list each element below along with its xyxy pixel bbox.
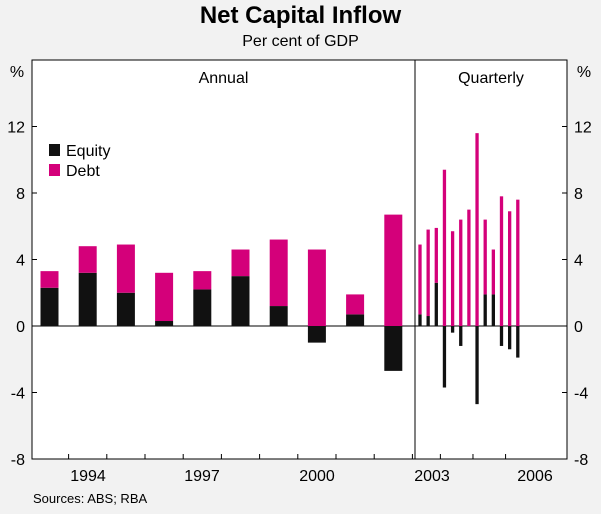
quarterly-equity-bar-3 (442, 326, 447, 388)
legend-label-debt: Debt (66, 163, 100, 180)
quarterly-equity-bar-8 (483, 294, 487, 326)
quarterly-debt-bar-12 (516, 199, 520, 326)
annual-debt-bar-4 (193, 271, 212, 290)
y-tick-label-right--8: -8 (574, 452, 588, 469)
quarterly-equity-bar-9 (491, 294, 495, 326)
panel-label-annual: Annual (199, 70, 249, 87)
y-tick-label-left-4: 4 (16, 253, 25, 270)
annual-equity-bar-9 (384, 326, 403, 371)
y-axis-unit-right: % (577, 64, 591, 81)
annual-debt-bar-3 (155, 272, 174, 322)
annual-equity-bar-5 (231, 276, 250, 326)
quarterly-debt-bar-0 (418, 244, 422, 315)
quarterly-equity-bar-4 (450, 326, 455, 333)
y-axis-unit-left: % (10, 64, 24, 81)
y-tick-label-left-0: 0 (16, 319, 25, 336)
quarterly-equity-bar-0 (418, 314, 422, 326)
annual-equity-bar-1 (78, 272, 97, 326)
x-tick-label-2006: 2006 (517, 468, 553, 485)
chart-subtitle: Per cent of GDP (242, 33, 359, 50)
annual-debt-bar-1 (78, 246, 97, 273)
y-tick-label-right-12: 12 (574, 120, 592, 137)
annual-equity-bar-4 (193, 289, 212, 326)
sources-note: Sources: ABS; RBA (33, 491, 148, 506)
quarterly-debt-bar-10 (499, 196, 504, 326)
x-tick-label-2000: 2000 (299, 468, 335, 485)
quarterly-equity-bar-5 (459, 326, 463, 346)
annual-debt-bar-6 (269, 239, 288, 307)
quarterly-equity-bar-1 (426, 316, 430, 326)
quarterly-debt-bar-5 (459, 219, 463, 326)
legend-swatch-equity (49, 144, 60, 156)
annual-debt-bar-2 (116, 244, 135, 293)
quarterly-equity-bar-7 (475, 326, 479, 405)
x-tick-label-1994: 1994 (70, 468, 106, 485)
y-tick-label-right-8: 8 (574, 186, 583, 203)
annual-equity-bar-3 (155, 321, 174, 326)
y-tick-label-left-12: 12 (7, 120, 25, 137)
legend-swatch-debt (49, 164, 60, 176)
quarterly-equity-bar-12 (516, 326, 520, 358)
y-tick-label-right-4: 4 (574, 253, 583, 270)
quarterly-debt-bar-6 (467, 209, 471, 326)
annual-debt-bar-7 (307, 249, 326, 326)
y-tick-label-left-8: 8 (16, 186, 25, 203)
x-tick-label-2003: 2003 (414, 468, 450, 485)
quarterly-debt-bar-9 (491, 249, 495, 295)
annual-equity-bar-8 (346, 314, 365, 326)
quarterly-equity-bar-2 (434, 282, 438, 326)
annual-equity-bar-2 (116, 292, 135, 326)
quarterly-debt-bar-11 (508, 211, 512, 326)
quarterly-debt-bar-8 (483, 219, 487, 295)
legend-label-equity: Equity (66, 143, 110, 160)
chart-title: Net Capital Inflow (199, 2, 402, 29)
x-tick-label-1997: 1997 (184, 468, 220, 485)
panel-label-quarterly: Quarterly (458, 70, 524, 87)
y-tick-label-left--4: -4 (11, 386, 25, 403)
quarterly-debt-bar-2 (434, 227, 438, 283)
annual-debt-bar-9 (384, 214, 403, 326)
annual-debt-bar-8 (346, 294, 365, 315)
y-tick-label-right--4: -4 (574, 386, 588, 403)
quarterly-debt-bar-1 (426, 229, 430, 317)
quarterly-equity-bar-11 (508, 326, 512, 350)
annual-debt-bar-0 (40, 271, 59, 288)
quarterly-debt-bar-4 (450, 231, 455, 326)
quarterly-debt-bar-3 (442, 169, 447, 326)
annual-equity-bar-6 (269, 306, 288, 326)
annual-equity-bar-7 (307, 326, 326, 343)
y-tick-label-left--8: -8 (11, 452, 25, 469)
quarterly-equity-bar-10 (499, 326, 504, 346)
annual-equity-bar-0 (40, 287, 59, 326)
y-tick-label-right-0: 0 (574, 319, 583, 336)
annual-debt-bar-5 (231, 249, 250, 277)
quarterly-debt-bar-7 (475, 133, 479, 326)
